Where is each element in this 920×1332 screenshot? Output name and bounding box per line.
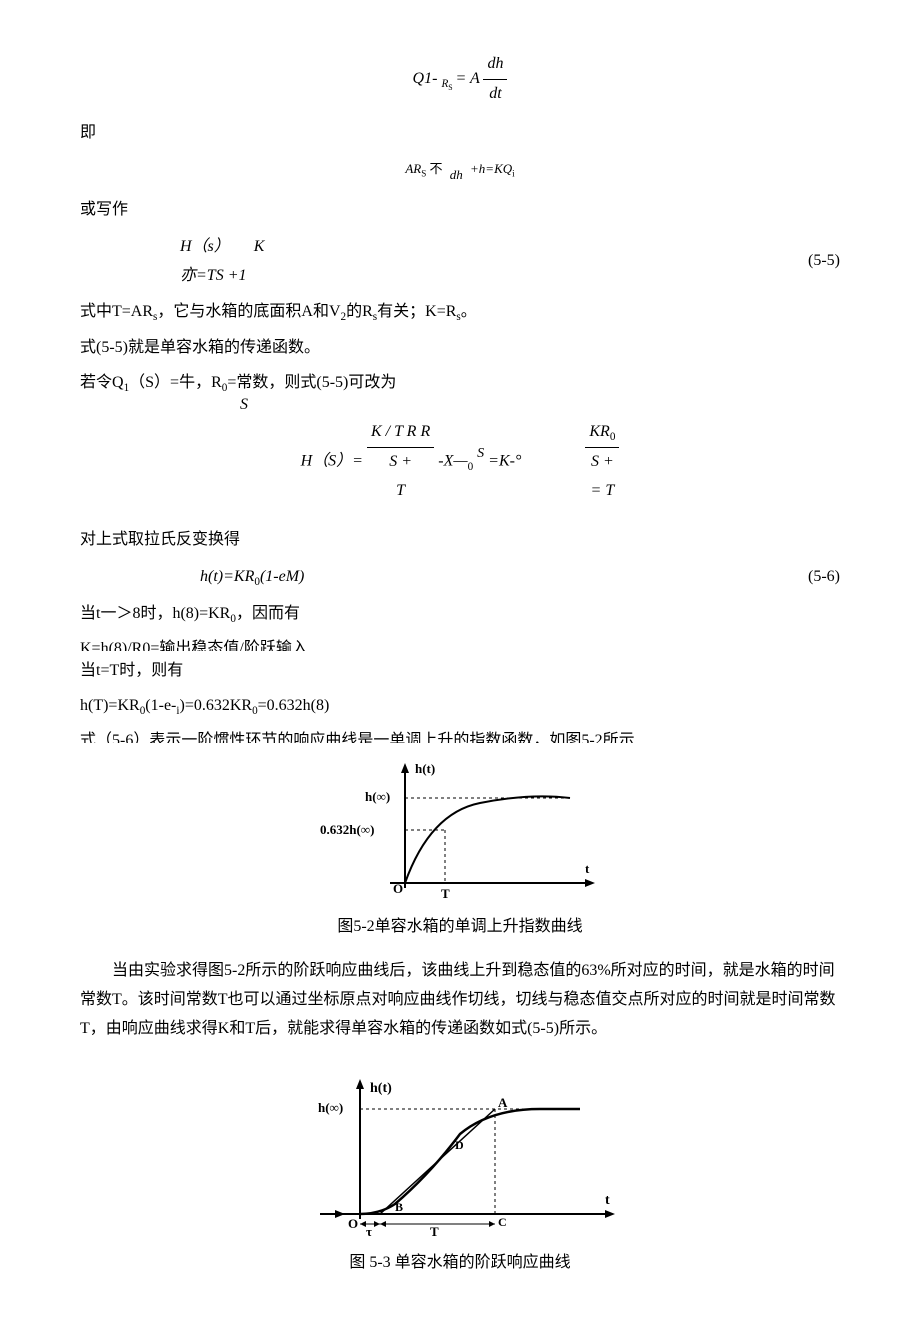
svg-text:t: t: [605, 1193, 610, 1208]
equation-1: Q1- RS = A dh dt: [80, 50, 840, 109]
svg-text:T: T: [441, 886, 450, 901]
svg-text:h(t): h(t): [415, 761, 435, 776]
para-4: 对上式取拉氏反变换得: [80, 526, 840, 555]
svg-text:O: O: [348, 1216, 358, 1231]
svg-text:τ: τ: [366, 1224, 372, 1239]
para-8: h(T)=KR0(1-e-i)=0.632KR0=0.632h(8): [80, 692, 840, 721]
eq1-left: Q1-: [413, 70, 438, 87]
svg-text:O: O: [393, 881, 403, 896]
para-2: 式(5-5)就是单容水箱的传递函数。: [80, 334, 840, 363]
svg-text:B: B: [395, 1200, 403, 1214]
svg-text:h(∞): h(∞): [318, 1100, 343, 1115]
eq3-number: (5-5): [760, 247, 840, 276]
svg-text:0.632h(∞): 0.632h(∞): [320, 822, 374, 837]
para-7: 当t=T时，则有: [80, 657, 840, 686]
svg-text:t: t: [585, 861, 590, 876]
equation-5: h(t)=KR0(1-eM) (5-6): [80, 563, 840, 592]
equation-3: H（s） K 亦=TS +1 (5-5): [80, 233, 840, 291]
text-ji: 即: [80, 119, 840, 148]
svg-text:h(t): h(t): [370, 1081, 392, 1096]
eq1-mid: = A: [455, 70, 483, 87]
svg-text:A: A: [498, 1095, 508, 1110]
equation-4: H（S）= K / T R R S + T -X—0 S =K-° KR0 S …: [80, 418, 840, 506]
svg-text:C: C: [498, 1215, 507, 1229]
para-1: 式中T=ARs，它与水箱的底面积A和V2的Rs有关；K=Rs。: [80, 298, 840, 327]
svg-text:D: D: [455, 1138, 464, 1152]
svg-text:h(∞): h(∞): [365, 789, 390, 804]
equation-2: ARS 不 dh +h=KQi: [80, 157, 840, 186]
eq5-number: (5-6): [580, 563, 840, 592]
para-9: 式（5-6）表示一阶惯性环节的响应曲线是一单调上升的指数函数，如图5-2所示: [80, 727, 840, 743]
fig53-caption: 图 5-3 单容水箱的阶跃响应曲线: [80, 1249, 840, 1278]
svg-text:T: T: [430, 1224, 439, 1239]
para-10: 当由实验求得图5-2所示的阶跃响应曲线后，该曲线上升到稳态值的63%所对应的时间…: [80, 957, 840, 1043]
fig52-caption: 图5-2单容水箱的单调上升指数曲线: [80, 913, 840, 942]
text-huoxiezuo: 或写作: [80, 196, 840, 225]
eq1-rs: RS: [441, 78, 455, 90]
para-6: K=h(8)/R0=输出稳态值/阶跃输入: [80, 635, 840, 651]
para-3: 若令Q1（S）=牛，R0=常数，则式(5-5)可改为 S: [80, 369, 840, 398]
eq1-frac: dh dt: [483, 50, 507, 109]
figure-5-3: h(t) h(∞) O τ T A B C D t 图 5-3 单容水箱的阶跃响…: [80, 1074, 840, 1278]
para-5: 当t一＞8时，h(8)=KR0，因而有: [80, 600, 840, 629]
figure-5-2: h(t) h(∞) 0.632h(∞) O T t 图5-2单容水箱的单调上升指…: [80, 758, 840, 942]
